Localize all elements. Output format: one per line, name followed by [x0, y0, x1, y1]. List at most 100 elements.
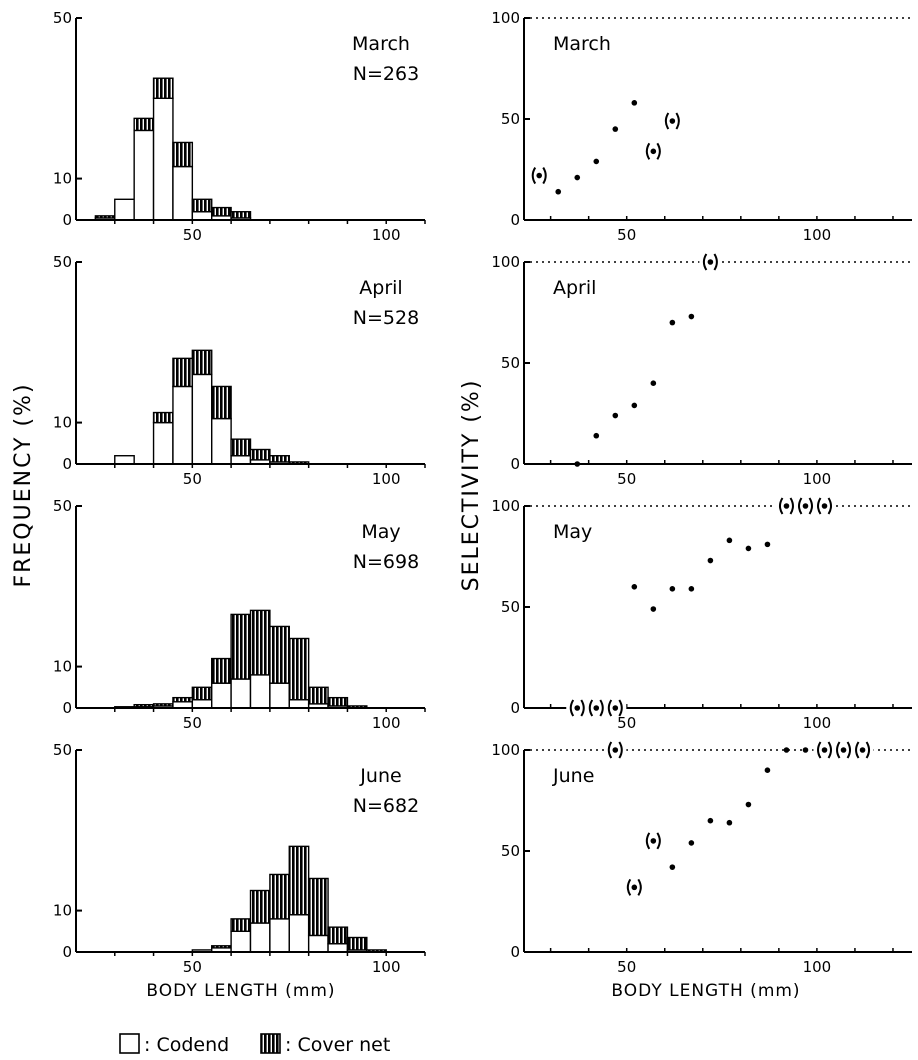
- point-dot: [688, 313, 695, 320]
- bracketed-data-point: [528, 166, 551, 185]
- data-point: [688, 313, 695, 320]
- right-paren: [542, 167, 547, 185]
- point-dot: [669, 586, 676, 592]
- codend-bar: [269, 682, 290, 709]
- frequency-panel-june: 0 10 50 50 100 June N=682: [53, 741, 426, 976]
- point-dot: [726, 819, 733, 826]
- codend-bar: [288, 699, 310, 709]
- month-label: June: [359, 765, 401, 787]
- left-paren: [607, 699, 613, 717]
- legend-codend-swatch: [119, 1033, 140, 1054]
- right-paren: [618, 741, 623, 759]
- cover-net-bar: [269, 455, 290, 463]
- sample-size-label: N=682: [353, 795, 419, 817]
- right-paren: [713, 253, 718, 271]
- point-dot: [650, 148, 657, 155]
- x-tick-label: 50: [183, 470, 202, 488]
- bracketed-data-point: [794, 497, 817, 515]
- point-dot: [669, 319, 676, 326]
- bracketed-data-point: [604, 699, 627, 717]
- point-dot: [688, 586, 695, 592]
- frequency-panel-may: 0 10 50 50 100 May N=698: [53, 497, 426, 732]
- bracketed-data-point: [642, 142, 665, 161]
- month-label: April: [553, 277, 596, 299]
- data-point: [574, 174, 581, 181]
- cover-net-bar: [152, 77, 174, 99]
- selectivity-panel-may: 0 50 100 50 100 May: [491, 497, 912, 732]
- right-paren: [618, 699, 623, 717]
- cover-net-bar: [307, 877, 329, 937]
- point-dot: [612, 126, 619, 132]
- codend-bar: [114, 198, 135, 221]
- cover-net-bar: [327, 696, 349, 707]
- selectivity-panel-march: 0 50 100 50 100 March: [491, 9, 912, 244]
- y-tick-label: 50: [501, 842, 520, 860]
- month-label: March: [553, 33, 611, 55]
- data-point: [612, 412, 619, 419]
- y-tick-label: 50: [53, 741, 72, 759]
- codend-bar: [172, 165, 194, 221]
- cover-net-bar: [172, 357, 194, 388]
- left-paren: [797, 497, 803, 515]
- codend-bar: [211, 417, 232, 465]
- data-point: [707, 817, 714, 824]
- left-paren: [778, 497, 784, 515]
- point-dot: [707, 817, 714, 824]
- cover-net-bar: [211, 206, 232, 217]
- data-point: [745, 545, 752, 552]
- y-tick-label: 50: [501, 354, 520, 372]
- left-paren: [645, 832, 651, 850]
- bracketed-data-point: [813, 497, 836, 515]
- cover-net-bar: [288, 845, 310, 916]
- point-dot: [821, 747, 828, 753]
- point-dot: [669, 118, 676, 124]
- left-paren: [645, 142, 651, 160]
- point-dot: [802, 503, 809, 509]
- left-paren: [817, 741, 822, 759]
- data-point: [669, 586, 676, 592]
- point-dot: [631, 884, 638, 891]
- frequency-y-axis-label: FREQUENCY (%): [11, 382, 36, 587]
- y-tick-label: 50: [53, 9, 72, 27]
- selectivity-x-axis-label: BODY LENGTH (mm): [611, 981, 800, 1001]
- codend-bar: [133, 129, 155, 221]
- cover-net-bar: [133, 117, 155, 132]
- cover-net-bar: [152, 411, 174, 424]
- cover-net-bar: [211, 945, 232, 949]
- data-point: [726, 819, 733, 826]
- month-label: May: [553, 521, 592, 543]
- x-tick-label: 100: [372, 714, 401, 732]
- data-point: [764, 767, 771, 773]
- point-dot: [631, 402, 638, 409]
- y-tick-label: 0: [62, 455, 72, 473]
- cover-net-bar: [230, 613, 252, 680]
- sample-size-label: N=698: [353, 551, 419, 573]
- x-tick-label: 50: [617, 470, 636, 488]
- right-paren: [789, 497, 794, 515]
- left-paren: [664, 112, 670, 130]
- cover-net-bar: [191, 686, 213, 701]
- cover-net-bar: [249, 448, 271, 461]
- y-tick-label: 50: [501, 110, 520, 128]
- data-point: [574, 461, 581, 467]
- x-tick-label: 50: [183, 226, 202, 244]
- data-point: [669, 864, 676, 870]
- x-tick-label: 100: [803, 958, 832, 976]
- left-paren: [569, 699, 575, 717]
- right-paren: [599, 699, 604, 717]
- bracketed-data-point: [851, 741, 874, 759]
- x-tick-label: 100: [372, 958, 401, 976]
- x-tick-label: 50: [617, 714, 636, 732]
- month-label: May: [361, 521, 400, 543]
- bracketed-data-point: [585, 699, 608, 717]
- bracketed-data-point: [775, 497, 798, 515]
- codend-bar: [114, 455, 135, 465]
- codend-bar: [191, 699, 213, 709]
- left-paren: [588, 699, 594, 717]
- x-tick-label: 100: [803, 714, 832, 732]
- codend-bar: [249, 674, 271, 709]
- cover-net-bar: [172, 141, 194, 168]
- y-tick-label: 0: [510, 943, 520, 961]
